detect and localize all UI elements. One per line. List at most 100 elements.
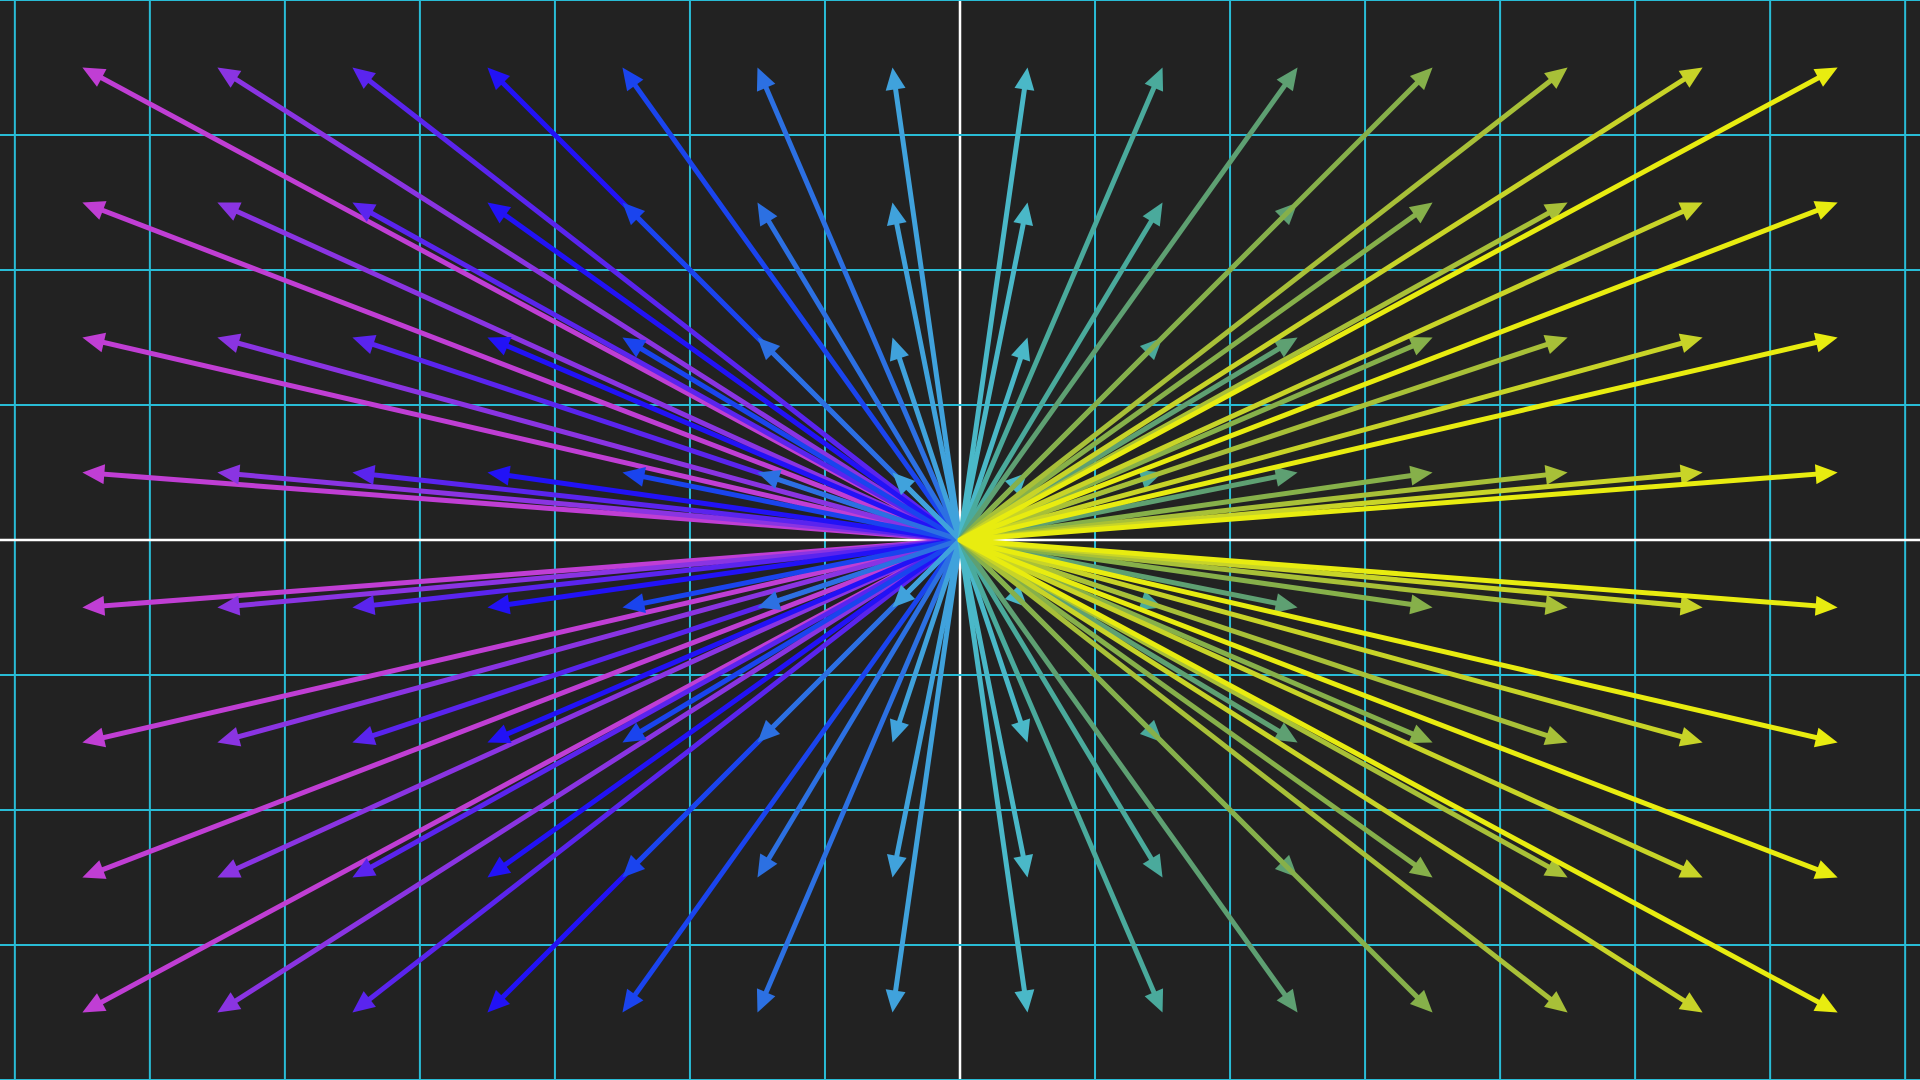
vector xyxy=(957,537,1703,747)
vector-shaft xyxy=(957,212,1418,543)
vector-shaft xyxy=(896,537,963,725)
vector xyxy=(82,537,963,748)
vector-tip xyxy=(1679,464,1703,485)
vector xyxy=(217,202,963,543)
vector-tip xyxy=(1014,989,1035,1013)
vector xyxy=(757,537,963,611)
vector-shaft xyxy=(957,537,1820,873)
vector-tip xyxy=(1814,464,1838,485)
vector xyxy=(957,537,1703,1013)
vector-tip xyxy=(1408,336,1433,356)
vector-tip xyxy=(1409,67,1433,91)
vector-tip xyxy=(886,202,907,227)
vector-tip xyxy=(217,67,242,88)
vector-tip xyxy=(487,856,512,878)
vector xyxy=(487,202,963,543)
vector xyxy=(957,464,1838,543)
vector-tip xyxy=(1276,988,1298,1013)
vector-tip xyxy=(82,201,107,220)
vector-shaft xyxy=(502,537,963,868)
vector-tip xyxy=(1813,727,1838,748)
vector-shaft xyxy=(905,537,963,595)
vector-tip xyxy=(1678,992,1703,1013)
vector-tip xyxy=(757,591,782,611)
vector-tip xyxy=(1678,727,1703,747)
vector-tip xyxy=(217,333,242,353)
vector-tip xyxy=(487,336,512,356)
vector-tip xyxy=(892,584,916,608)
vector xyxy=(957,537,1433,878)
vector-tip xyxy=(487,724,512,744)
vector-tip xyxy=(82,332,107,353)
vector-shaft xyxy=(233,76,963,543)
vector-tip xyxy=(622,593,646,613)
vector xyxy=(757,469,963,543)
vector xyxy=(352,537,963,616)
vector-shaft xyxy=(638,346,963,543)
vector-shaft xyxy=(957,221,1026,543)
vector-shaft xyxy=(506,473,963,543)
vector xyxy=(957,537,1568,1013)
vector-tip xyxy=(1678,333,1703,353)
vector xyxy=(757,537,963,878)
vector-tip xyxy=(1011,718,1031,743)
vector-shaft xyxy=(505,537,963,737)
vector-shaft xyxy=(894,221,963,543)
vector-tip xyxy=(1273,722,1298,743)
vector xyxy=(886,537,963,878)
vector-shaft xyxy=(957,341,1550,543)
vector xyxy=(757,202,963,543)
vector xyxy=(957,67,1164,543)
vector-tip xyxy=(622,67,644,92)
vector-shaft xyxy=(894,537,963,859)
vector-tip xyxy=(1543,726,1568,746)
vector-shaft xyxy=(893,86,963,543)
vector xyxy=(217,537,963,1013)
vector-shaft xyxy=(957,537,1553,1002)
vector-tip xyxy=(889,718,909,743)
vector-shaft xyxy=(957,218,1154,543)
vector xyxy=(957,202,1034,543)
vector-tip xyxy=(1408,724,1433,744)
vector xyxy=(957,67,1035,543)
vector-tip xyxy=(622,722,647,743)
vector xyxy=(957,537,1298,1013)
vector-shaft xyxy=(234,209,963,543)
vector-tip xyxy=(1678,859,1703,878)
vector-tip xyxy=(757,469,782,489)
vector xyxy=(957,537,1163,878)
vector-tip xyxy=(1678,202,1703,221)
vector-tip xyxy=(1273,337,1298,358)
vector xyxy=(889,337,963,543)
vector xyxy=(756,67,963,543)
vector-tip xyxy=(82,993,107,1013)
vector-tip xyxy=(1544,67,1568,89)
vector-tip xyxy=(1813,332,1838,353)
vector-tip xyxy=(1144,988,1164,1013)
vector xyxy=(352,537,963,878)
vector-shaft xyxy=(506,537,963,607)
vector-tip xyxy=(1409,465,1433,486)
vector xyxy=(886,202,963,543)
vector-tip xyxy=(757,853,778,878)
vector xyxy=(957,202,1163,543)
vector xyxy=(957,67,1433,543)
vector-shaft xyxy=(957,340,1684,543)
vector-shaft xyxy=(957,86,1027,543)
vector-shaft xyxy=(236,537,963,740)
vector xyxy=(957,337,1031,543)
vector-tip xyxy=(757,719,781,743)
vector-tip xyxy=(1409,989,1433,1013)
vector xyxy=(487,465,963,543)
vector-shaft xyxy=(957,537,1026,859)
vector xyxy=(957,201,1838,543)
vector-shaft xyxy=(101,339,963,543)
vector-tip xyxy=(352,858,377,878)
vector xyxy=(217,537,963,878)
vector-shaft xyxy=(957,537,1157,995)
vector xyxy=(622,67,963,543)
vector xyxy=(957,537,1031,743)
vector-shaft xyxy=(957,537,1821,1005)
vector xyxy=(82,201,963,543)
